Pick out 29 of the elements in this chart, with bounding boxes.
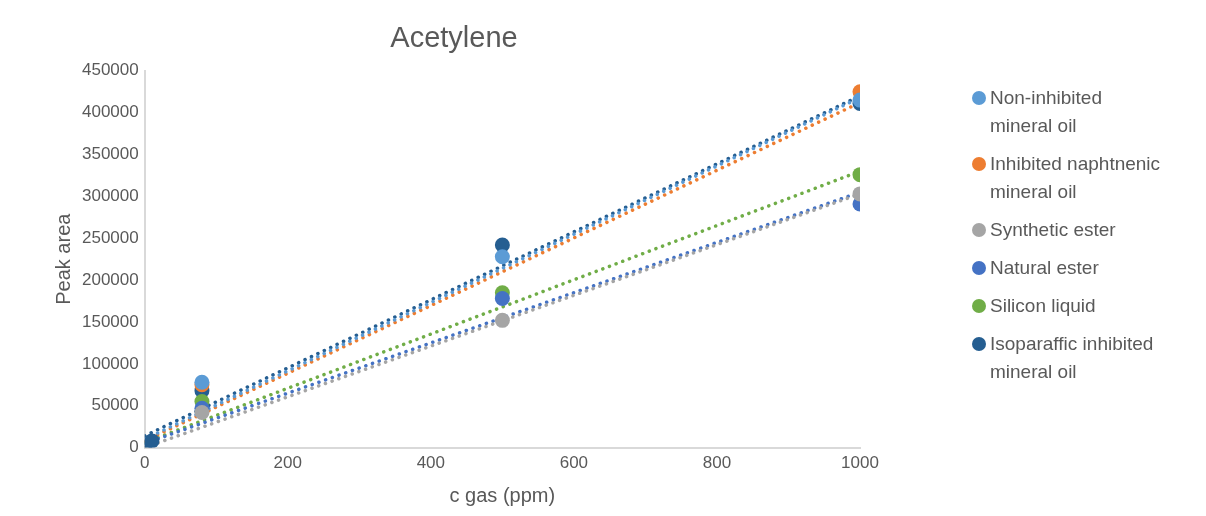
y-tick-label: 350000 (81, 144, 139, 164)
y-tick-label: 0 (129, 437, 139, 457)
y-tick-label: 250000 (81, 227, 139, 247)
y-tick-label: 50000 (91, 395, 139, 415)
chart-title: Acetylene (390, 21, 518, 54)
y-tick-label: 300000 (81, 186, 139, 206)
x-tick-label: 600 (559, 453, 589, 473)
legend-label: Isoparaffic inhibited mineral oil (990, 332, 1155, 384)
y-tick-label: 200000 (81, 269, 139, 289)
x-axis-title: c gas (ppm) (449, 483, 556, 506)
x-tick-label: 400 (416, 453, 446, 473)
point (494, 291, 510, 307)
legend-label: Silicon liquid (990, 294, 1096, 318)
x-tick-label: 1000 (841, 453, 879, 473)
legend-label: Natural ester (990, 256, 1099, 280)
legend-label: Non-inhibited mineral oil (990, 86, 1103, 138)
legend-label: Inhibited naphtnenic mineral oil (990, 152, 1162, 204)
y-tick-label: 100000 (81, 353, 139, 373)
legend-label: Synthetic ester (990, 218, 1116, 242)
point (144, 433, 160, 448)
y-tick-label: 400000 (81, 102, 139, 122)
point (194, 404, 210, 420)
point (494, 249, 510, 265)
y-tick-label: 150000 (81, 311, 139, 331)
y-tick-label: 450000 (81, 60, 139, 80)
x-tick-label: 200 (273, 453, 302, 473)
y-axis-title: Peak area (51, 212, 74, 305)
point (494, 312, 510, 328)
x-tick-label: 800 (702, 453, 732, 473)
